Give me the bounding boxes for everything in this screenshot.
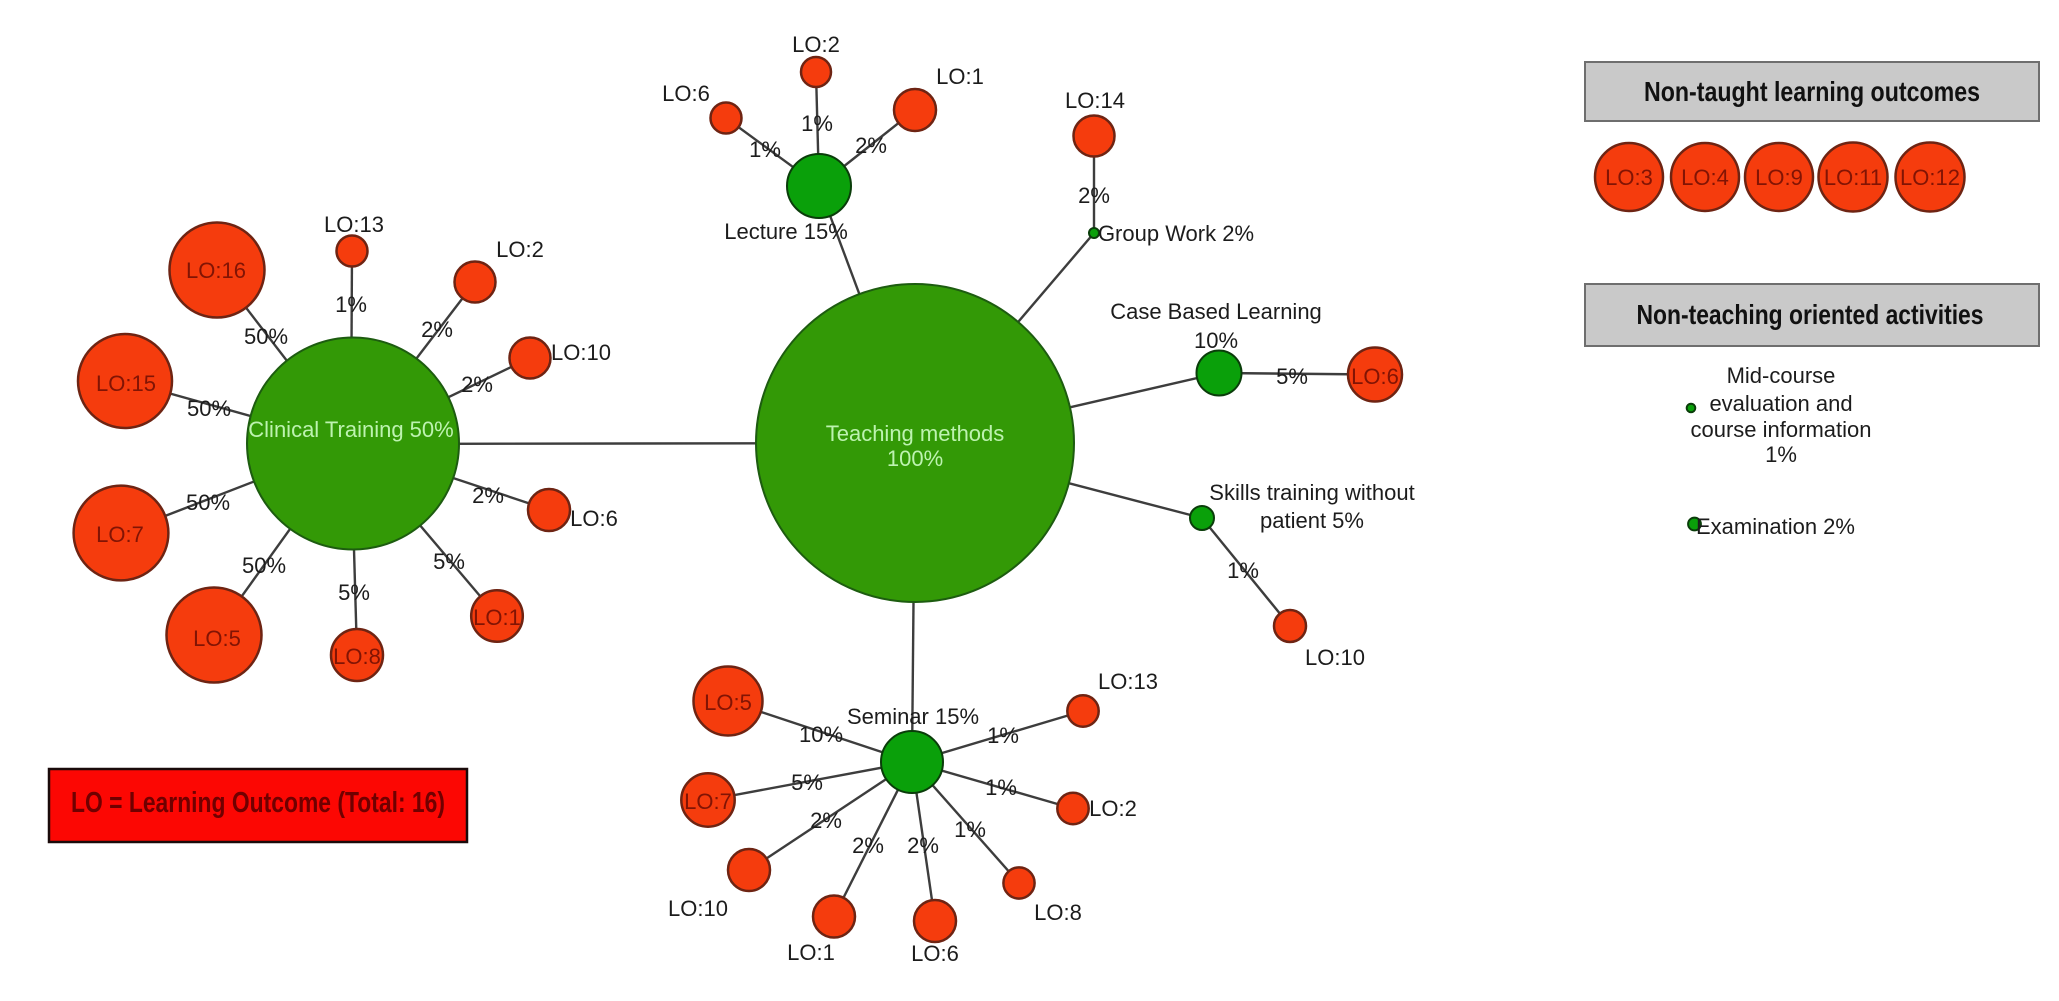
svg-text:1%: 1% [987, 723, 1019, 748]
svg-text:LO:13: LO:13 [1098, 669, 1158, 694]
svg-text:LO:10: LO:10 [668, 896, 728, 921]
svg-text:LO:12: LO:12 [1900, 165, 1960, 190]
svg-text:LO:7: LO:7 [684, 789, 732, 814]
svg-text:1%: 1% [1765, 442, 1797, 467]
svg-text:5%: 5% [433, 549, 465, 574]
svg-text:LO:14: LO:14 [1065, 88, 1125, 113]
svg-text:50%: 50% [186, 490, 230, 515]
svg-text:LO:6: LO:6 [570, 506, 618, 531]
svg-text:Teaching methods: Teaching methods [826, 421, 1005, 446]
svg-text:2%: 2% [810, 808, 842, 833]
svg-text:2%: 2% [855, 133, 887, 158]
svg-text:2%: 2% [1078, 183, 1110, 208]
svg-text:LO:2: LO:2 [792, 32, 840, 57]
svg-text:LO:16: LO:16 [186, 258, 246, 283]
svg-text:LO:1: LO:1 [473, 605, 521, 630]
svg-text:10%: 10% [1194, 328, 1238, 353]
svg-text:1%: 1% [335, 292, 367, 317]
svg-text:2%: 2% [461, 372, 493, 397]
svg-text:50%: 50% [242, 553, 286, 578]
svg-text:LO:8: LO:8 [333, 644, 381, 669]
svg-text:LO:10: LO:10 [1305, 645, 1365, 670]
svg-text:LO:3: LO:3 [1605, 165, 1653, 190]
svg-text:LO:13: LO:13 [324, 212, 384, 237]
svg-text:LO:15: LO:15 [96, 371, 156, 396]
svg-text:LO:2: LO:2 [496, 237, 544, 262]
svg-text:LO:1: LO:1 [787, 940, 835, 965]
svg-text:1%: 1% [801, 111, 833, 136]
svg-text:LO:7: LO:7 [96, 522, 144, 547]
svg-text:LO:4: LO:4 [1681, 165, 1729, 190]
svg-text:LO:6: LO:6 [911, 941, 959, 966]
svg-text:5%: 5% [791, 770, 823, 795]
svg-text:Non-teaching oriented activiti: Non-teaching oriented activities [1637, 299, 1984, 330]
svg-text:1%: 1% [749, 137, 781, 162]
svg-text:course information: course information [1691, 417, 1872, 442]
svg-text:2%: 2% [421, 317, 453, 342]
svg-text:Mid-course: Mid-course [1727, 363, 1836, 388]
svg-text:50%: 50% [187, 396, 231, 421]
svg-text:Examination 2%: Examination 2% [1696, 514, 1855, 539]
svg-text:LO:5: LO:5 [704, 690, 752, 715]
svg-text:evaluation and: evaluation and [1709, 391, 1852, 416]
svg-text:2%: 2% [907, 833, 939, 858]
svg-text:Clinical Training 50%: Clinical Training 50% [248, 417, 453, 442]
svg-text:5%: 5% [338, 580, 370, 605]
svg-text:LO:1: LO:1 [936, 64, 984, 89]
svg-text:Group Work 2%: Group Work 2% [1098, 221, 1254, 246]
svg-text:LO:5: LO:5 [193, 626, 241, 651]
svg-text:LO:10: LO:10 [551, 340, 611, 365]
svg-text:LO:8: LO:8 [1034, 900, 1082, 925]
svg-text:LO = Learning Outcome (Total:: LO = Learning Outcome (Total: 16) [71, 787, 445, 819]
svg-text:LO:9: LO:9 [1755, 165, 1803, 190]
svg-text:2%: 2% [472, 483, 504, 508]
svg-text:Case Based Learning: Case Based Learning [1110, 299, 1322, 324]
svg-text:LO:6: LO:6 [662, 81, 710, 106]
svg-text:Seminar 15%: Seminar 15% [847, 704, 979, 729]
svg-text:1%: 1% [985, 775, 1017, 800]
svg-text:1%: 1% [954, 817, 986, 842]
svg-text:10%: 10% [799, 722, 843, 747]
svg-text:5%: 5% [1276, 364, 1308, 389]
svg-text:LO:6: LO:6 [1351, 364, 1399, 389]
svg-text:patient 5%: patient 5% [1260, 508, 1364, 533]
svg-text:Skills training without: Skills training without [1209, 480, 1414, 505]
svg-text:Lecture 15%: Lecture 15% [724, 219, 848, 244]
svg-text:2%: 2% [852, 833, 884, 858]
svg-text:LO:2: LO:2 [1089, 796, 1137, 821]
svg-text:100%: 100% [887, 446, 943, 471]
svg-text:1%: 1% [1227, 558, 1259, 583]
svg-text:LO:11: LO:11 [1824, 165, 1882, 190]
svg-text:50%: 50% [244, 324, 288, 349]
svg-text:Non-taught learning outcomes: Non-taught learning outcomes [1644, 76, 1980, 107]
